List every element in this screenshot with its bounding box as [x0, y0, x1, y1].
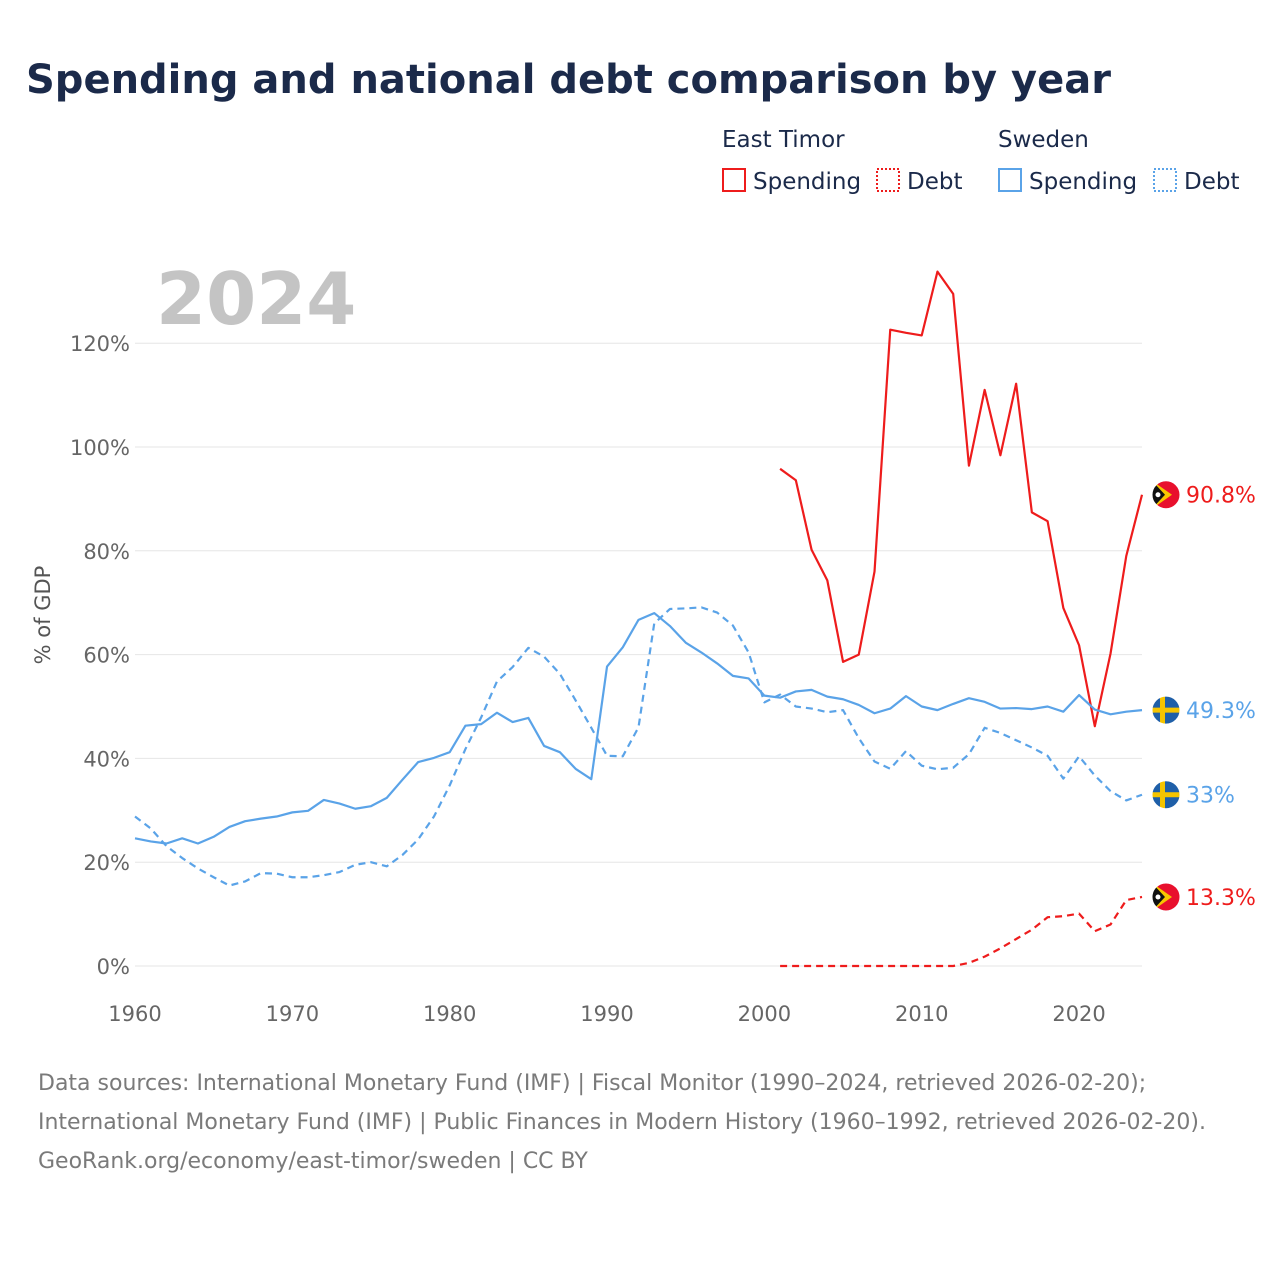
y-tick-label: 60% [83, 644, 130, 668]
x-tick-label: 1960 [108, 1002, 161, 1026]
gridlines [135, 342, 1142, 967]
series-lines [134, 270, 1144, 968]
series-line-east-timor-spending [779, 270, 1144, 728]
legend-swatch-sweden-spending [998, 168, 1022, 192]
end-label: 90.8% [1186, 484, 1256, 509]
x-tick-label: 1980 [423, 1002, 476, 1026]
end-label: 49.3% [1186, 699, 1256, 724]
legend-country-sweden: Sweden [998, 127, 1089, 153]
x-tick-label: 1970 [266, 1002, 319, 1026]
end-label: 13.3% [1186, 886, 1256, 911]
y-tick-label: 20% [83, 851, 130, 875]
x-tick-labels: 1960 1970 1980 1990 2000 2010 2020 [108, 1002, 1106, 1026]
footer: Data sources: International Monetary Fun… [38, 1064, 1248, 1181]
y-tick-label: 40% [83, 747, 130, 771]
credit: GeoRank.org/economy/east-timor/sweden | … [38, 1149, 588, 1174]
legend-label-east-timor-spending: Spending [753, 169, 861, 195]
year-watermark: 2024 [156, 257, 356, 341]
legend: East Timor Spending Debt Sweden Spending… [722, 127, 1239, 195]
east-timor-flag-icon [1151, 882, 1181, 912]
series-line-east-timor-debt [780, 895, 1143, 968]
series-line-sweden-debt [134, 606, 1143, 887]
chart-title: Spending and national debt comparison by… [26, 57, 1111, 103]
legend-label-sweden-debt: Debt [1184, 169, 1239, 195]
sweden-flag-icon [1151, 695, 1181, 725]
x-tick-label: 2020 [1052, 1002, 1105, 1026]
series-line-sweden-spending [134, 611, 1143, 845]
legend-swatch-east-timor-spending [722, 168, 746, 192]
end-label: 33% [1186, 784, 1235, 809]
y-tick-label: 120% [70, 332, 130, 356]
y-tick-label: 0% [97, 955, 130, 979]
x-tick-label: 2000 [738, 1002, 791, 1026]
east-timor-flag-icon [1151, 480, 1181, 510]
y-tick-labels: 0% 20% 40% 60% 80% 100% 120% [70, 332, 130, 979]
data-sources: Data sources: International Monetary Fun… [38, 1071, 1206, 1135]
x-tick-label: 2010 [895, 1002, 948, 1026]
legend-label-east-timor-debt: Debt [907, 169, 962, 195]
sweden-flag-icon [1151, 780, 1181, 810]
y-tick-label: 100% [70, 436, 130, 460]
legend-swatch-sweden-debt [1153, 168, 1177, 192]
legend-label-sweden-spending: Spending [1029, 169, 1137, 195]
end-markers: 90.8% 13.3% 49.3% 33% [1151, 480, 1256, 912]
y-tick-label: 80% [83, 540, 130, 564]
y-axis-label: % of GDP [31, 566, 55, 665]
legend-country-east-timor: East Timor [722, 127, 845, 153]
x-tick-label: 1990 [580, 1002, 633, 1026]
legend-swatch-east-timor-debt [876, 168, 900, 192]
